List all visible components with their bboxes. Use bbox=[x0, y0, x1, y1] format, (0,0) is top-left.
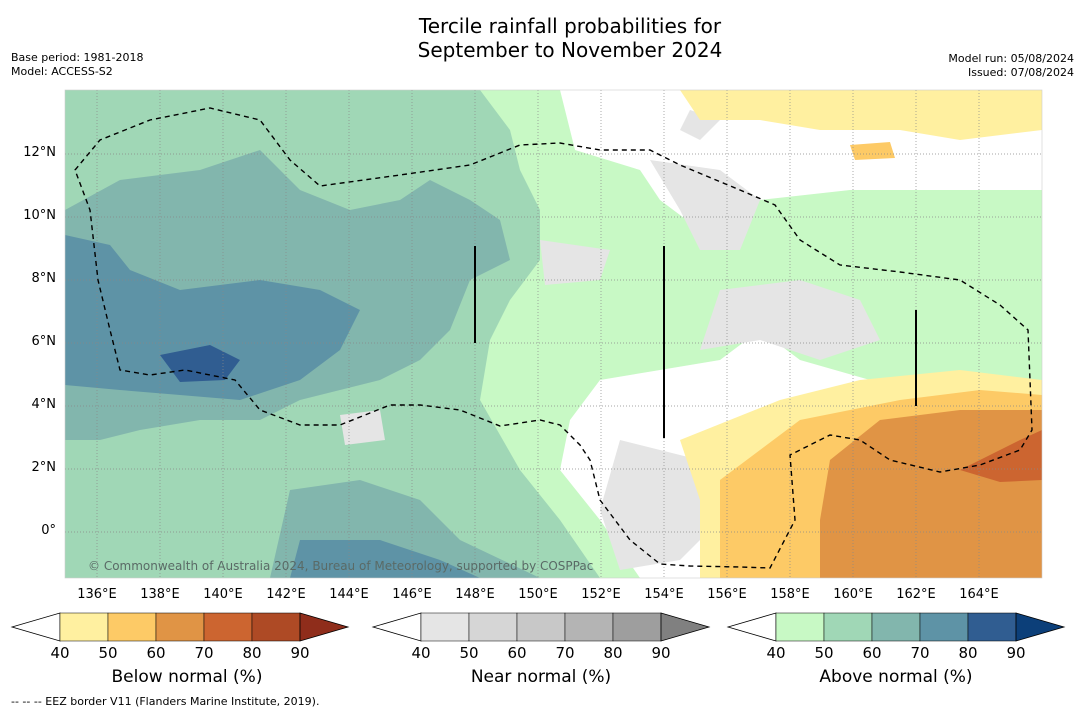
lon-label-152e: 152°E bbox=[581, 587, 621, 602]
colorbar-tick-label: 50 bbox=[98, 644, 118, 662]
base-period: Base period: 1981-2018 bbox=[11, 51, 144, 64]
colorbar-max-extension bbox=[1015, 612, 1066, 642]
lon-label-148e: 148°E bbox=[455, 587, 495, 602]
lat-label-4n: 4°N bbox=[31, 397, 57, 412]
colorbar-tick-label: 80 bbox=[603, 644, 623, 662]
model-run: Model run: 05/08/2024 bbox=[948, 52, 1074, 65]
below-normal-70-region bbox=[820, 410, 1042, 578]
colorbar-tick-label: 90 bbox=[290, 644, 310, 662]
colorbar-tick-label: 90 bbox=[651, 644, 671, 662]
colorbar-tick-label: 60 bbox=[862, 644, 882, 662]
colorbar-segment bbox=[203, 612, 253, 642]
colorbar-segment bbox=[59, 612, 109, 642]
colorbar-above-normal bbox=[726, 612, 1066, 642]
lon-label-144e: 144°E bbox=[329, 587, 369, 602]
eez-footnote: -- -- -- EEZ border V11 (Flanders Marine… bbox=[11, 695, 320, 708]
colorbar-max-extension bbox=[660, 612, 711, 642]
lon-label-150e: 150°E bbox=[518, 587, 558, 602]
lon-label-146e: 146°E bbox=[392, 587, 432, 602]
colorbar-tick-label: 60 bbox=[507, 644, 527, 662]
colorbar-tick-label: 80 bbox=[958, 644, 978, 662]
colorbar-tick-label: 90 bbox=[1006, 644, 1026, 662]
colorbar-segment bbox=[107, 612, 157, 642]
lon-label-142e: 142°E bbox=[266, 587, 306, 602]
colorbar-segment bbox=[516, 612, 566, 642]
lon-label-140e: 140°E bbox=[203, 587, 243, 602]
lon-label-136e: 136°E bbox=[77, 587, 117, 602]
colorbar-segment bbox=[155, 612, 205, 642]
lat-label-6n: 6°N bbox=[31, 334, 57, 349]
colorbar-tick-label: 40 bbox=[766, 644, 786, 662]
colorbar-segment bbox=[420, 612, 470, 642]
lon-label-154e: 154°E bbox=[644, 587, 684, 602]
lat-label-8n: 8°N bbox=[31, 271, 57, 286]
colorbar-segment bbox=[967, 612, 1017, 642]
near-normal-50-region bbox=[340, 110, 880, 570]
near-normal-label: Near normal (%) bbox=[470, 667, 612, 687]
colorbar-segment bbox=[612, 612, 662, 642]
colorbar-max-extension bbox=[299, 612, 350, 642]
colorbar-min-extension bbox=[10, 612, 61, 642]
colorbar-segment bbox=[775, 612, 825, 642]
colorbar-segment bbox=[823, 612, 873, 642]
colorbar-below-normal bbox=[10, 612, 350, 642]
boundary-lines bbox=[474, 246, 917, 438]
lon-label-160e: 160°E bbox=[833, 587, 873, 602]
colorbar-tick-label: 50 bbox=[814, 644, 834, 662]
lon-label-138e: 138°E bbox=[140, 587, 180, 602]
colorbar-tick-label: 50 bbox=[459, 644, 479, 662]
map-gridlines bbox=[65, 90, 1042, 578]
colorbar-tick-label: 70 bbox=[910, 644, 930, 662]
meta-left: Base period: 1981-2018 Model: ACCESS-S2 bbox=[11, 51, 143, 79]
model-name: Model: ACCESS-S2 bbox=[11, 65, 113, 78]
lat-label-2n: 2°N bbox=[31, 460, 57, 475]
lat-label-12n: 12°N bbox=[23, 145, 56, 160]
colorbar-tick-label: 70 bbox=[194, 644, 214, 662]
lon-label-156e: 156°E bbox=[707, 587, 747, 602]
colorbar-tick-label: 70 bbox=[555, 644, 575, 662]
map-title: Tercile rainfall probabilities for Septe… bbox=[0, 14, 1085, 62]
copyright-text: © Commonwealth of Australia 2024, Bureau… bbox=[88, 559, 594, 573]
title-line-2: September to November 2024 bbox=[417, 38, 723, 62]
colorbar-tick-label: 60 bbox=[146, 644, 166, 662]
colorbar-near-normal bbox=[371, 612, 711, 642]
above-normal-80-region bbox=[65, 235, 480, 578]
above-normal-90-region bbox=[160, 345, 240, 382]
colorbar-segment bbox=[251, 612, 301, 642]
issued-date: Issued: 07/08/2024 bbox=[967, 66, 1074, 79]
lon-label-158e: 158°E bbox=[770, 587, 810, 602]
above-normal-label: Above normal (%) bbox=[819, 667, 973, 687]
lon-label-164e: 164°E bbox=[959, 587, 999, 602]
colorbar-tick-label: 40 bbox=[411, 644, 431, 662]
colorbar-min-extension bbox=[726, 612, 777, 642]
colorbar-min-extension bbox=[371, 612, 422, 642]
below-normal-label: Below normal (%) bbox=[111, 667, 263, 687]
map-fill-layer bbox=[65, 90, 1042, 578]
lon-label-162e: 162°E bbox=[896, 587, 936, 602]
map-frame bbox=[64, 89, 1043, 579]
colorbar-segment bbox=[919, 612, 969, 642]
lat-label-0: 0° bbox=[41, 523, 56, 538]
title-line-1: Tercile rainfall probabilities for bbox=[418, 14, 722, 38]
colorbar-segment bbox=[564, 612, 614, 642]
meta-right: Model run: 05/08/2024 Issued: 07/08/2024 bbox=[948, 52, 1074, 80]
colorbar-segment bbox=[468, 612, 518, 642]
lat-label-10n: 10°N bbox=[23, 208, 56, 223]
colorbar-tick-label: 40 bbox=[50, 644, 70, 662]
colorbar-tick-label: 80 bbox=[242, 644, 262, 662]
eez-borders bbox=[74, 107, 1033, 569]
colorbar-segment bbox=[871, 612, 921, 642]
